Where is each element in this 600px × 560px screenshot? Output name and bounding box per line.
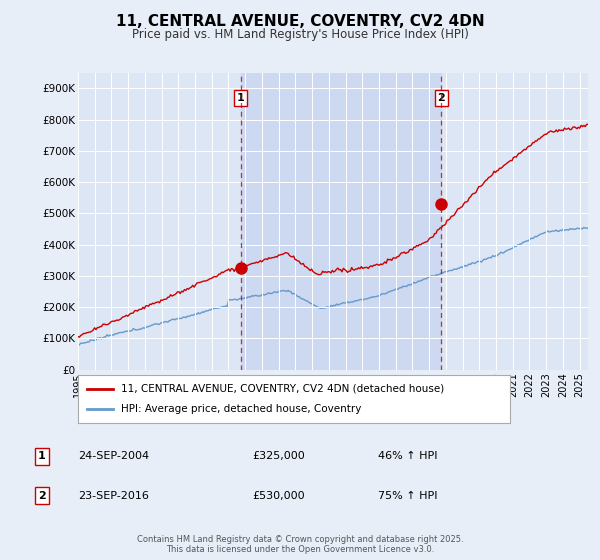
Text: 24-SEP-2004: 24-SEP-2004	[78, 451, 149, 461]
Text: 11, CENTRAL AVENUE, COVENTRY, CV2 4DN (detached house): 11, CENTRAL AVENUE, COVENTRY, CV2 4DN (d…	[121, 384, 445, 394]
Text: Price paid vs. HM Land Registry's House Price Index (HPI): Price paid vs. HM Land Registry's House …	[131, 28, 469, 41]
Text: £325,000: £325,000	[252, 451, 305, 461]
Text: 1: 1	[38, 451, 46, 461]
Text: 23-SEP-2016: 23-SEP-2016	[78, 491, 149, 501]
Text: 2: 2	[437, 93, 445, 103]
Text: HPI: Average price, detached house, Coventry: HPI: Average price, detached house, Cove…	[121, 404, 362, 414]
Bar	[241, 73, 442, 370]
Text: £530,000: £530,000	[252, 491, 305, 501]
Text: 11, CENTRAL AVENUE, COVENTRY, CV2 4DN: 11, CENTRAL AVENUE, COVENTRY, CV2 4DN	[116, 14, 484, 29]
Text: 1: 1	[237, 93, 245, 103]
Text: Contains HM Land Registry data © Crown copyright and database right 2025.
This d: Contains HM Land Registry data © Crown c…	[137, 535, 463, 554]
Text: 2: 2	[38, 491, 46, 501]
Text: 46% ↑ HPI: 46% ↑ HPI	[378, 451, 437, 461]
Text: 75% ↑ HPI: 75% ↑ HPI	[378, 491, 437, 501]
